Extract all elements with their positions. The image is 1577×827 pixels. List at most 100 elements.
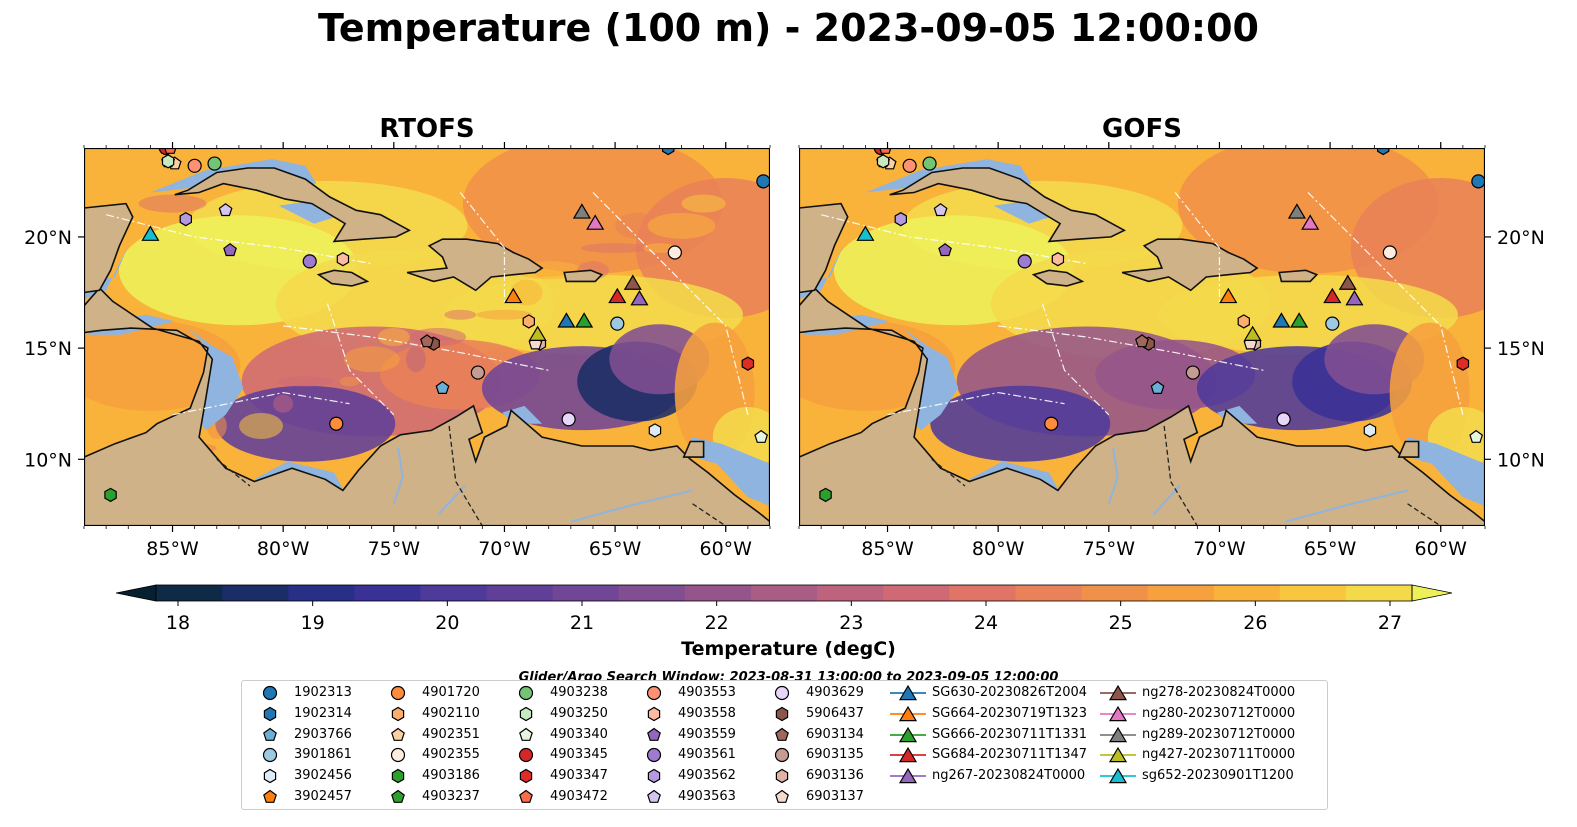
legend-circle	[262, 685, 278, 701]
figure-title: Temperature (100 m) - 2023-09-05 12:00:0…	[317, 6, 1259, 50]
marker-ng427-20230711T0000	[528, 325, 547, 341]
legend-label: 6903134	[806, 726, 864, 742]
lat-tick-label-left: 10°N	[24, 449, 72, 471]
colorbar-tick-label: 20	[435, 612, 459, 634]
legend-pentagon	[775, 727, 789, 741]
land-cuba	[889, 167, 1127, 243]
legend-marker-pentagon-icon	[519, 789, 533, 803]
lon-tick-label: 80°W	[972, 538, 1025, 560]
legend-triangle	[898, 705, 918, 721]
legend-label: 4903347	[550, 768, 608, 784]
legend-marker-triangle-icon	[890, 726, 926, 742]
marker-4903561	[302, 254, 317, 269]
legend-marker-hexagon-icon	[391, 768, 405, 784]
marker-SG664-20230719T1323	[504, 287, 523, 304]
colorbar-segment	[552, 585, 620, 601]
legend-label: 4901720	[422, 685, 480, 700]
marker-4903563	[933, 203, 948, 217]
legend-marker-triangle-icon	[890, 705, 926, 721]
lon-tick-label: 60°W	[700, 538, 753, 560]
colorbar-segment	[750, 585, 818, 601]
legend-marker-triangle-icon	[890, 768, 926, 784]
marker-SG664-20230719T1323	[1219, 287, 1238, 304]
legend-marker-hexagon-icon	[519, 706, 533, 721]
legend-marker-triangle-icon	[1100, 705, 1136, 721]
colorbar-tick-label: 21	[570, 612, 594, 634]
colorbar-segment	[883, 585, 950, 601]
marker-SG666-20230711T1331	[575, 312, 594, 328]
legend-marker-pentagon-icon	[775, 789, 789, 803]
legend-marker-hexagon-icon	[263, 706, 277, 721]
legend-pentagon	[263, 727, 277, 741]
lat-tick-label-right: 15°N	[1497, 338, 1545, 360]
colorbar-tick-label: 19	[301, 612, 325, 634]
marker-ng289-20230712T0000	[572, 203, 591, 219]
marker-4903553	[187, 158, 202, 173]
marker-4903558	[336, 252, 350, 267]
rtofs-map[interactable]	[84, 148, 770, 526]
lat-tick-label-right: 10°N	[1497, 449, 1545, 471]
legend-marker-hexagon-icon	[647, 706, 661, 721]
colorbar-tick-label: 18	[166, 612, 190, 634]
legend-label: 4903186	[422, 768, 480, 784]
legend-label: 3901861	[294, 747, 352, 763]
colorbar: 18 19 20 21 22 23 24 25 26 27	[116, 584, 1452, 634]
colorbar-segment	[1147, 585, 1215, 601]
marker-6903134	[420, 334, 434, 348]
lon-tick-label: 60°W	[1415, 538, 1468, 560]
legend-label: 4903340	[550, 726, 608, 742]
colorbar-min-arrow	[116, 584, 157, 602]
legend: 1902313 1902314 2903766 3901861 3902456 39024…	[241, 680, 1328, 810]
colorbar-segment	[1081, 585, 1149, 601]
colorbar-segment	[222, 585, 289, 601]
marker-4903561	[1017, 254, 1032, 269]
legend-triangle	[1108, 768, 1128, 784]
lon-tick-label: 65°W	[1304, 538, 1357, 560]
marker-sg652-20230901T1200	[141, 225, 160, 241]
lat-tick-label-left: 15°N	[24, 338, 72, 360]
legend-label: 1902314	[294, 705, 352, 721]
legend-marker-circle-icon	[774, 748, 790, 763]
legend-triangle	[898, 684, 918, 701]
land-puertoRico	[1278, 269, 1319, 283]
legend-pentagon	[263, 789, 277, 803]
legend-triangle	[1108, 705, 1128, 721]
colorbar-segment	[684, 585, 752, 601]
legend-hexagon	[647, 706, 661, 721]
lon-tick-label: 70°W	[478, 538, 531, 560]
legend-label: 6903136	[806, 768, 864, 784]
legend-circle	[646, 685, 662, 701]
legend-triangle	[898, 747, 918, 763]
legend-label: ng278-20230824T0000	[1142, 685, 1296, 700]
marker-4903347	[1456, 356, 1470, 371]
colorbar-segment	[1015, 585, 1082, 601]
marker-ng278-20230824T0000	[623, 274, 642, 290]
legend-marker-hexagon-icon	[263, 768, 277, 784]
legend-marker-triangle-icon	[1100, 768, 1136, 784]
colorbar-label: Temperature (degC)	[681, 638, 896, 660]
marker-4903250	[161, 154, 175, 169]
marker-ng267-20230824T0000	[1345, 290, 1364, 306]
marker-SG666-20230711T1331	[1290, 312, 1309, 328]
marker-sg652-20230901T1200	[856, 225, 875, 241]
marker-ng267-20230824T0000	[630, 290, 649, 306]
legend-label: 4903559	[678, 726, 736, 742]
gofs-map[interactable]	[799, 148, 1485, 526]
legend-pentagon	[775, 789, 789, 803]
marker-4903340	[754, 429, 769, 443]
legend-pentagon	[519, 727, 533, 741]
legend-label: ng280-20230712T0000	[1142, 705, 1296, 721]
marker-6903135	[1185, 365, 1200, 380]
marker-4903472	[164, 148, 177, 154]
legend-marker-pentagon-icon	[647, 789, 661, 803]
legend-triangle	[1108, 726, 1128, 742]
colorbar-segment	[1279, 585, 1347, 601]
legend-marker-triangle-icon	[1100, 747, 1136, 763]
marker-4903562	[894, 212, 908, 227]
legend-label: 4903250	[550, 705, 608, 721]
marker-4903558	[1051, 252, 1065, 267]
lat-tick-label-left: 20°N	[24, 227, 72, 249]
map-frame	[84, 148, 770, 526]
legend-label: SG630-20230826T2004	[932, 685, 1088, 700]
marker-4903559	[223, 243, 237, 257]
